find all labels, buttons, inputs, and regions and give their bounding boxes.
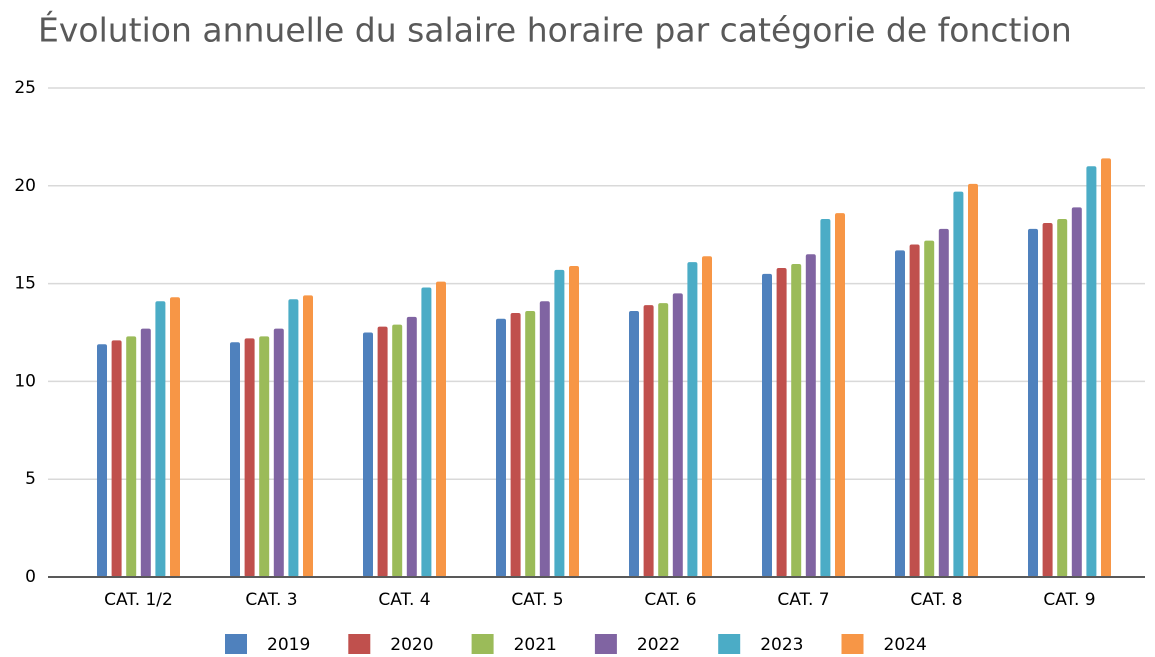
bar	[1057, 219, 1068, 577]
legend-swatch	[348, 634, 371, 654]
y-tick-label: 5	[25, 469, 36, 489]
legend-swatch	[718, 634, 741, 654]
bar	[953, 191, 964, 577]
legend-swatch	[471, 634, 494, 654]
x-tick-label: CAT. 5	[511, 590, 563, 610]
bar	[97, 344, 107, 577]
x-tick-label: CAT. 7	[777, 590, 829, 610]
legend-swatch	[225, 634, 247, 654]
bar	[170, 297, 180, 577]
bar	[496, 318, 506, 577]
bar	[525, 310, 536, 577]
bar	[762, 273, 772, 577]
x-tick-label: CAT. 9	[1043, 590, 1095, 610]
bar	[273, 328, 284, 577]
bar	[126, 336, 137, 577]
bar	[924, 240, 935, 577]
bar	[895, 250, 905, 577]
bar	[140, 328, 151, 577]
bar	[436, 281, 446, 577]
legend-swatch	[841, 634, 864, 654]
y-tick-label: 0	[25, 567, 36, 587]
bar	[554, 269, 565, 577]
bar	[658, 303, 669, 577]
legend-label: 2021	[514, 635, 557, 655]
bar	[968, 183, 978, 577]
bar	[392, 324, 403, 577]
legend-label: 2023	[760, 635, 803, 655]
x-tick-label: CAT. 8	[910, 590, 962, 610]
bar	[539, 301, 550, 577]
bar	[288, 299, 299, 577]
bar	[421, 287, 432, 577]
bar	[629, 310, 639, 577]
legend-swatch	[594, 634, 617, 654]
x-tick-label: CAT. 3	[245, 590, 297, 610]
chart-title: Évolution annuelle du salaire horaire pa…	[38, 10, 1072, 50]
x-tick-label: CAT. 4	[378, 590, 430, 610]
bar	[363, 332, 373, 577]
bar	[820, 219, 831, 577]
y-tick-label: 10	[14, 371, 36, 391]
bar	[672, 293, 683, 577]
bar	[687, 262, 698, 577]
bar	[155, 301, 166, 577]
bar	[259, 336, 270, 577]
bar	[909, 244, 920, 578]
bar	[406, 316, 417, 577]
legend-label: 2020	[390, 635, 433, 655]
bar	[1028, 228, 1038, 577]
legend-label: 2019	[267, 635, 310, 655]
bar	[303, 295, 313, 577]
bar	[805, 254, 816, 577]
bar	[791, 264, 802, 577]
bar	[776, 267, 787, 577]
legend-label: 2024	[884, 635, 927, 655]
bar	[1101, 158, 1111, 577]
bar	[1071, 207, 1082, 578]
y-tick-label: 15	[14, 274, 36, 294]
bar	[377, 326, 388, 577]
y-tick-label: 25	[14, 78, 36, 98]
bar	[244, 338, 255, 577]
bar	[230, 342, 240, 577]
x-tick-label: CAT. 6	[644, 590, 696, 610]
x-tick-label: CAT. 1/2	[104, 590, 173, 610]
bar	[835, 213, 845, 577]
bar	[643, 305, 654, 577]
bar	[569, 265, 579, 577]
bar	[1086, 166, 1097, 578]
bar	[1042, 222, 1053, 578]
legend-label: 2022	[637, 635, 680, 655]
bar	[938, 228, 949, 577]
bar	[702, 256, 712, 577]
bar	[111, 340, 122, 577]
y-tick-label: 20	[14, 176, 36, 196]
bar	[510, 312, 521, 577]
